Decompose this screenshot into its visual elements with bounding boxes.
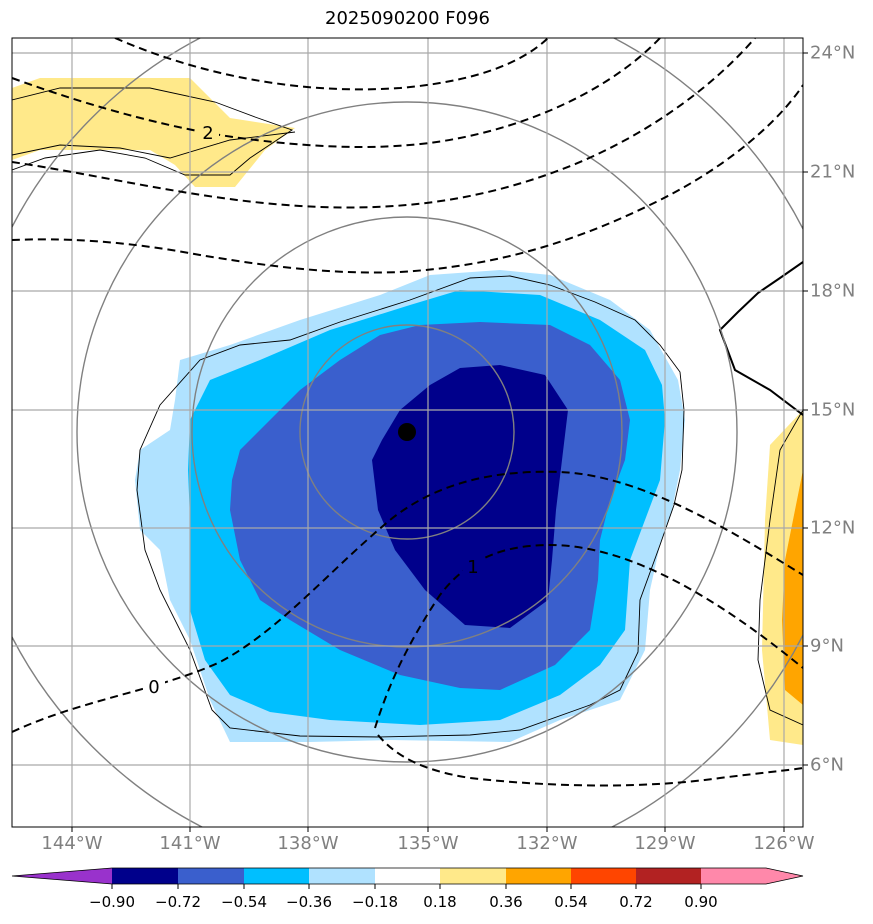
colorbar-label-1: −0.72 bbox=[155, 893, 201, 911]
colorbar-extend-high bbox=[766, 868, 803, 884]
lat-label-15n: 15°N bbox=[810, 399, 856, 421]
range-circle-3 bbox=[76, 101, 738, 763]
thin-contour-east bbox=[757, 409, 803, 726]
lon-label-126w: 126°W bbox=[753, 833, 815, 854]
lat-label-12n: 12°N bbox=[810, 517, 856, 539]
colorbar bbox=[11, 867, 804, 889]
plot-title: 2025090200 F096 bbox=[325, 8, 490, 29]
lat-label-9n: 9°N bbox=[810, 635, 844, 657]
lon-label-129w: 129°W bbox=[634, 833, 696, 854]
lat-label-6n: 6°N bbox=[810, 754, 844, 776]
colorbar-label-7: 0.54 bbox=[554, 893, 588, 911]
contour-label-0: 0 bbox=[148, 677, 159, 698]
lon-label-141w: 141°W bbox=[159, 833, 221, 854]
colorbar-label-3: −0.36 bbox=[286, 893, 332, 911]
range-circle-1 bbox=[299, 324, 515, 540]
lat-label-18n: 18°N bbox=[810, 280, 856, 302]
colorbar-label-8: 0.72 bbox=[619, 893, 653, 911]
gridlines bbox=[12, 38, 803, 827]
colorbar-label-5: 0.18 bbox=[423, 893, 457, 911]
colorbar-swatch-10 bbox=[701, 868, 766, 884]
colorbar-swatch-7 bbox=[506, 868, 571, 884]
colorbar-label-0: −0.90 bbox=[89, 893, 135, 911]
coastline bbox=[718, 261, 803, 416]
storm-center-marker bbox=[398, 423, 416, 441]
contour-label-1: 1 bbox=[467, 557, 478, 578]
thin-contour-nw bbox=[12, 87, 293, 176]
colorbar-swatch-9 bbox=[636, 868, 701, 884]
colorbar-label-9: 0.90 bbox=[684, 893, 718, 911]
lat-label-21n: 21°N bbox=[810, 161, 856, 183]
colorbar-swatch-4 bbox=[309, 868, 375, 884]
range-circle-2 bbox=[191, 216, 623, 648]
positive-anomaly-northwest bbox=[12, 78, 295, 187]
tick-marks bbox=[71, 52, 808, 832]
lat-label-24n: 24°N bbox=[810, 42, 856, 64]
map-frame bbox=[11, 37, 804, 828]
lon-label-135w: 135°W bbox=[397, 833, 459, 854]
colorbar-label-2: −0.54 bbox=[221, 893, 267, 911]
colorbar-extend-low bbox=[12, 868, 112, 884]
anomaly-level-4 bbox=[372, 365, 568, 628]
range-circles bbox=[12, 38, 803, 827]
colorbar-swatch-6 bbox=[440, 868, 506, 884]
colorbar-swatch-8 bbox=[571, 868, 636, 884]
lon-label-138w: 138°W bbox=[277, 833, 339, 854]
lon-label-132w: 132°W bbox=[516, 833, 578, 854]
lon-label-144w: 144°W bbox=[41, 833, 103, 854]
colorbar-label-6: 0.36 bbox=[489, 893, 523, 911]
colorbar-swatch-5 bbox=[375, 868, 440, 884]
colorbar-label-4: −0.18 bbox=[352, 893, 398, 911]
thin-contour-main bbox=[136, 275, 685, 738]
contour-label-2: 2 bbox=[202, 123, 213, 144]
